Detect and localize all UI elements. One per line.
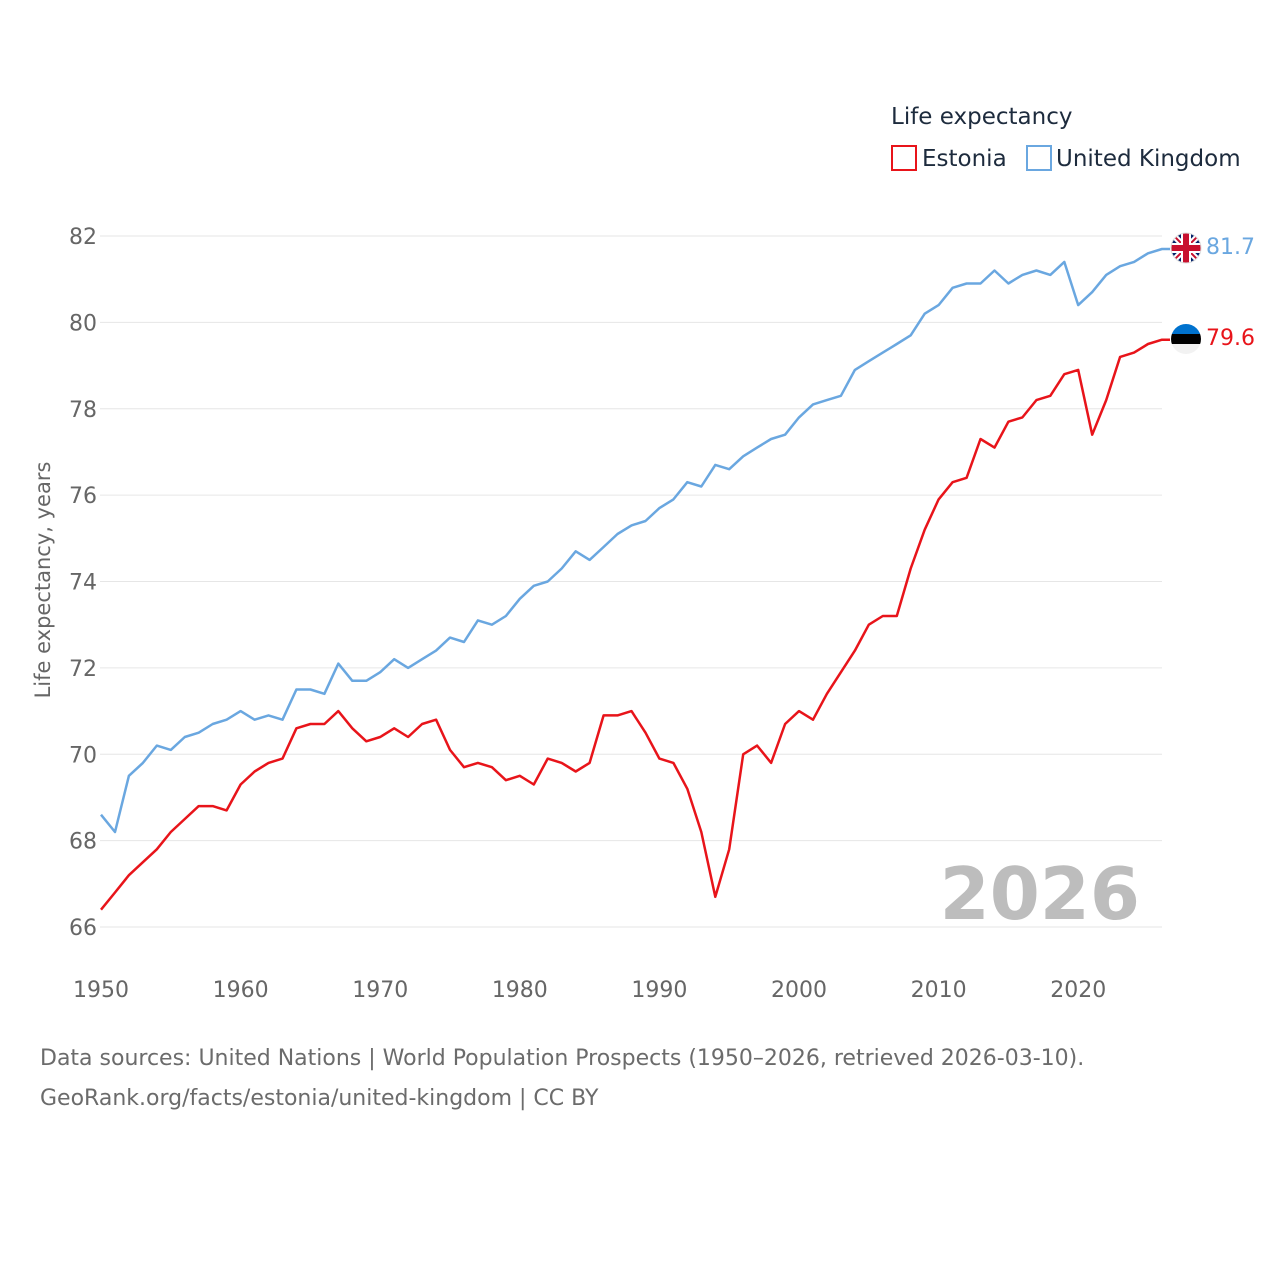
legend-title: Life expectancy: [891, 104, 1072, 130]
gridlines: [100, 235, 1162, 928]
series-line-estonia[interactable]: [100, 338, 1170, 911]
y-tick-label: 70: [69, 743, 97, 768]
y-axis-ticks: 66 68 70 72 74 76 78 80 82: [69, 225, 97, 941]
x-tick-label: 2000: [771, 978, 827, 1003]
end-value-united-kingdom: 81.7: [1206, 235, 1255, 260]
estonia-flag-icon: [1171, 324, 1201, 354]
united-kingdom-flag-icon: [1170, 232, 1202, 264]
series-lines: [100, 247, 1170, 911]
y-tick-label: 72: [69, 657, 97, 682]
legend-label-united-kingdom[interactable]: United Kingdom: [1056, 146, 1241, 172]
y-axis-title: Life expectancy, years: [31, 462, 55, 699]
data-sources-note: Data sources: United Nations | World Pop…: [40, 1046, 1085, 1071]
x-tick-label: 2020: [1050, 978, 1106, 1003]
x-axis-ticks: 1950 1960 1970 1980 1990 2000 2010 2020: [73, 978, 1106, 1003]
x-tick-label: 1970: [352, 978, 408, 1003]
end-value-estonia: 79.6: [1206, 326, 1255, 351]
x-tick-label: 2010: [911, 978, 967, 1003]
y-tick-label: 68: [69, 830, 97, 855]
legend-label-estonia[interactable]: Estonia: [922, 146, 1007, 172]
x-tick-label: 1980: [492, 978, 548, 1003]
y-tick-label: 80: [69, 311, 97, 336]
y-tick-label: 76: [69, 484, 97, 509]
x-tick-label: 1960: [213, 978, 269, 1003]
legend-swatch-united-kingdom[interactable]: [1026, 145, 1052, 171]
y-tick-label: 66: [69, 916, 97, 941]
x-tick-label: 1990: [631, 978, 687, 1003]
y-tick-label: 74: [69, 571, 97, 596]
series-line-united-kingdom[interactable]: [100, 247, 1170, 834]
legend-swatch-estonia[interactable]: [891, 145, 917, 171]
year-watermark: 2026: [940, 852, 1140, 936]
y-tick-label: 78: [69, 398, 97, 423]
source-link[interactable]: GeoRank.org/facts/estonia/united-kingdom…: [40, 1086, 599, 1111]
y-tick-label: 82: [69, 225, 97, 250]
x-tick-label: 1950: [73, 978, 129, 1003]
